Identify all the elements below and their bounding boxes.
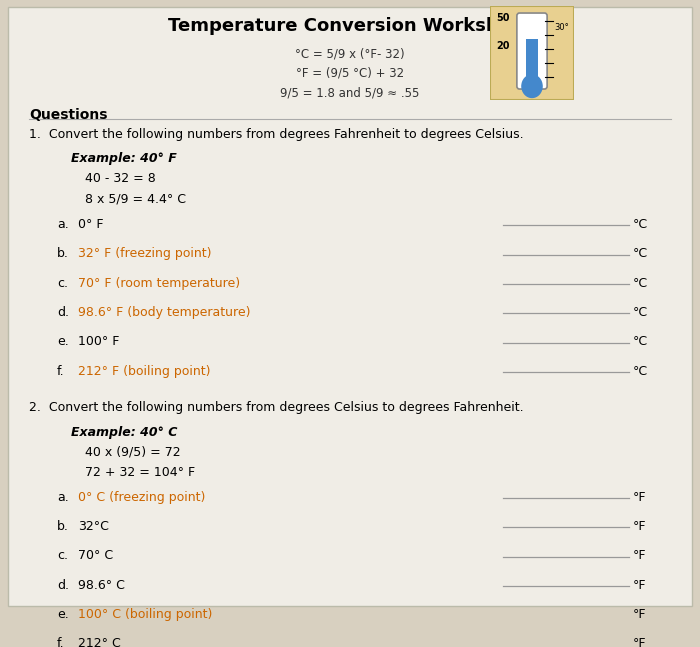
Text: 30°: 30°: [554, 23, 569, 32]
Text: 98.6° C: 98.6° C: [78, 578, 125, 592]
Text: Example: 40° F: Example: 40° F: [71, 152, 177, 165]
Text: 212° C: 212° C: [78, 637, 121, 647]
Text: a.: a.: [57, 491, 69, 504]
Text: c.: c.: [57, 549, 68, 562]
Text: 98.6° F (body temperature): 98.6° F (body temperature): [78, 306, 251, 319]
FancyBboxPatch shape: [517, 13, 547, 89]
Text: Questions: Questions: [29, 108, 108, 122]
Text: a.: a.: [57, 218, 69, 231]
Text: 70° F (room temperature): 70° F (room temperature): [78, 277, 240, 290]
Text: 2.  Convert the following numbers from degrees Celsius to degrees Fahrenheit.: 2. Convert the following numbers from de…: [29, 401, 524, 414]
Text: f.: f.: [57, 364, 65, 377]
Text: b.: b.: [57, 520, 69, 533]
Text: f.: f.: [57, 637, 65, 647]
Text: °C = 5/9 x (°F- 32): °C = 5/9 x (°F- 32): [295, 47, 405, 60]
Text: 70° C: 70° C: [78, 549, 113, 562]
Text: °C: °C: [632, 218, 648, 231]
Text: °F: °F: [632, 549, 646, 562]
Circle shape: [522, 75, 542, 98]
Text: 40 x (9/5) = 72: 40 x (9/5) = 72: [85, 446, 181, 459]
Text: °C: °C: [632, 247, 648, 260]
Text: 32°C: 32°C: [78, 520, 109, 533]
Text: 8 x 5/9 = 4.4° C: 8 x 5/9 = 4.4° C: [85, 192, 186, 205]
Text: Example: 40° C: Example: 40° C: [71, 426, 178, 439]
Text: b.: b.: [57, 247, 69, 260]
Text: 212° F (boiling point): 212° F (boiling point): [78, 364, 211, 377]
FancyBboxPatch shape: [8, 8, 692, 606]
Text: 32° F (freezing point): 32° F (freezing point): [78, 247, 211, 260]
Text: °C: °C: [632, 335, 648, 348]
Text: °C: °C: [632, 277, 648, 290]
Text: °C: °C: [632, 364, 648, 377]
Text: °F: °F: [632, 608, 646, 621]
Text: d.: d.: [57, 578, 69, 592]
Text: d.: d.: [57, 306, 69, 319]
Text: 0° C (freezing point): 0° C (freezing point): [78, 491, 206, 504]
Text: °F: °F: [632, 637, 646, 647]
Text: 1.  Convert the following numbers from degrees Fahrenheit to degrees Celsius.: 1. Convert the following numbers from de…: [29, 127, 524, 140]
FancyBboxPatch shape: [490, 6, 574, 100]
Text: °F = (9/5 °C) + 32: °F = (9/5 °C) + 32: [296, 67, 404, 80]
Text: Temperature Conversion Worksheet: Temperature Conversion Worksheet: [168, 17, 532, 35]
Text: °C: °C: [632, 306, 648, 319]
Text: °F: °F: [632, 491, 646, 504]
Text: 100° F: 100° F: [78, 335, 120, 348]
Text: 40 - 32 = 8: 40 - 32 = 8: [85, 172, 156, 185]
Text: 9/5 = 1.8 and 5/9 ≈ .55: 9/5 = 1.8 and 5/9 ≈ .55: [280, 86, 420, 99]
FancyBboxPatch shape: [526, 39, 538, 86]
Text: 50: 50: [496, 12, 510, 23]
Text: c.: c.: [57, 277, 68, 290]
Text: °F: °F: [632, 578, 646, 592]
Text: e.: e.: [57, 335, 69, 348]
Text: 0° F: 0° F: [78, 218, 104, 231]
Text: 72 + 32 = 104° F: 72 + 32 = 104° F: [85, 466, 195, 479]
Text: e.: e.: [57, 608, 69, 621]
Text: 100° C (boiling point): 100° C (boiling point): [78, 608, 213, 621]
Text: °F: °F: [632, 520, 646, 533]
Text: 20: 20: [496, 41, 510, 50]
